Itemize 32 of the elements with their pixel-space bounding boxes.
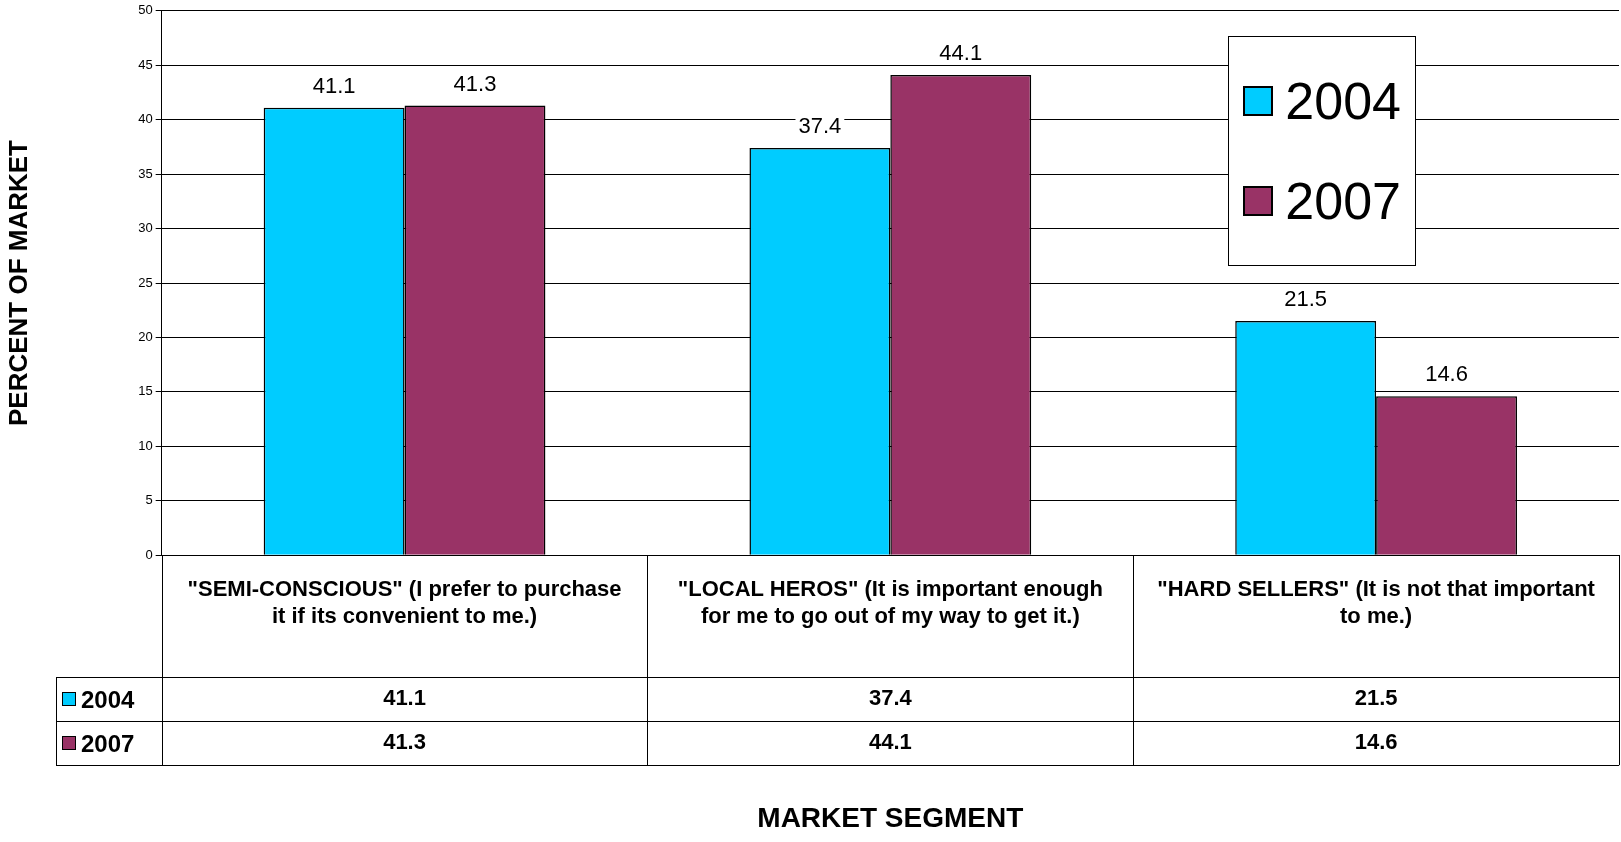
y-tick-label: 35 [138,165,153,181]
x-tick-label: "SEMI-CONSCIOUS" (I prefer to purchase it if its convenient to me.) [187,576,622,628]
text: MARKET SEGMENT [757,801,1024,833]
y-tick-label: 30 [138,220,153,236]
y-tick-label: 5 [145,492,153,508]
data-label: 21.5 [1284,286,1328,312]
y-tick-label: 40 [138,111,153,127]
text: 44.1 [868,729,912,755]
data-label: 41.1 [312,72,356,98]
y-tick-label: 50 [138,2,153,18]
y-axis-title: PERCENT OF MARKET [2,139,33,426]
text: 41.3 [383,729,426,755]
data-label: 44.1 [939,40,983,66]
text: 2004 [81,685,135,713]
x-tick-label: "HARD SELLERS" (It is not that important to me.) [1157,576,1596,628]
text: 37.4 [868,685,913,711]
text: 2007 [81,729,135,757]
y-tick-label: 0 [145,546,153,562]
x-tick-label: "LOCAL HEROS" (It is important enough for me to go out of my way to get it.) [677,576,1103,628]
text: 14.6 [1354,729,1398,755]
data-label: 37.4 [798,113,842,139]
y-tick-label: 45 [138,56,153,72]
y-tick-label: 15 [138,383,153,399]
text: 41.1 [383,685,426,711]
y-tick-label: 10 [138,437,153,453]
text: 21.5 [1354,685,1398,711]
legend-label: 2004 [1285,71,1401,132]
data-label: 14.6 [1425,361,1468,387]
legend-label: 2007 [1285,171,1401,232]
y-tick-label: 20 [138,329,153,345]
y-tick-label: 25 [138,274,153,290]
data-label: 41.3 [453,70,497,96]
